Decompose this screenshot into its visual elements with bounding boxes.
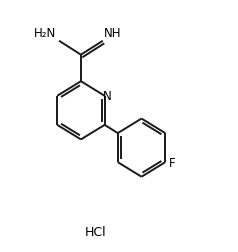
- Text: HCl: HCl: [84, 225, 106, 238]
- Text: NH: NH: [104, 27, 122, 40]
- Text: F: F: [169, 156, 175, 169]
- Text: H₂N: H₂N: [34, 27, 56, 40]
- Text: N: N: [103, 89, 112, 102]
